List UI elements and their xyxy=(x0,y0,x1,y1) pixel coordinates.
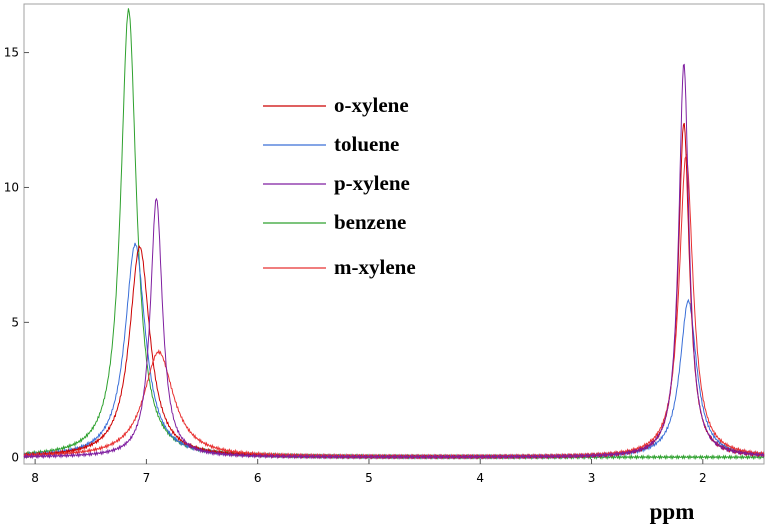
x-tick-label: 2 xyxy=(699,471,707,485)
legend-label-toluene: toluene xyxy=(334,132,399,156)
y-tick-label: 10 xyxy=(4,180,19,194)
x-tick-label: 7 xyxy=(143,471,151,485)
legend-label-p-xylene: p-xylene xyxy=(334,171,410,195)
x-tick-label: 4 xyxy=(476,471,484,485)
series-line-p-xylene xyxy=(23,63,765,460)
x-tick-label: 3 xyxy=(588,471,596,485)
legend-label-benzene: benzene xyxy=(334,210,406,234)
plot-frame xyxy=(23,3,765,465)
x-axis: 8 7 6 5 4 3 2 xyxy=(31,459,707,485)
x-tick-label: 5 xyxy=(365,471,373,485)
x-tick-label: 6 xyxy=(254,471,262,485)
legend-label-o-xylene: o-xylene xyxy=(334,93,409,117)
y-tick-label: 5 xyxy=(11,315,19,329)
x-axis-label: ppm xyxy=(650,499,695,524)
y-axis: 0 5 10 15 xyxy=(4,46,29,464)
y-tick-label: 15 xyxy=(4,46,19,60)
series-lines xyxy=(23,8,765,461)
legend: o-xylene toluene p-xylene benzene m-xylene xyxy=(263,93,416,279)
x-tick-label: 8 xyxy=(31,471,39,485)
series-line-m-xylene xyxy=(23,153,765,460)
legend-label-m-xylene: m-xylene xyxy=(334,255,416,279)
y-tick-label: 0 xyxy=(11,450,19,464)
